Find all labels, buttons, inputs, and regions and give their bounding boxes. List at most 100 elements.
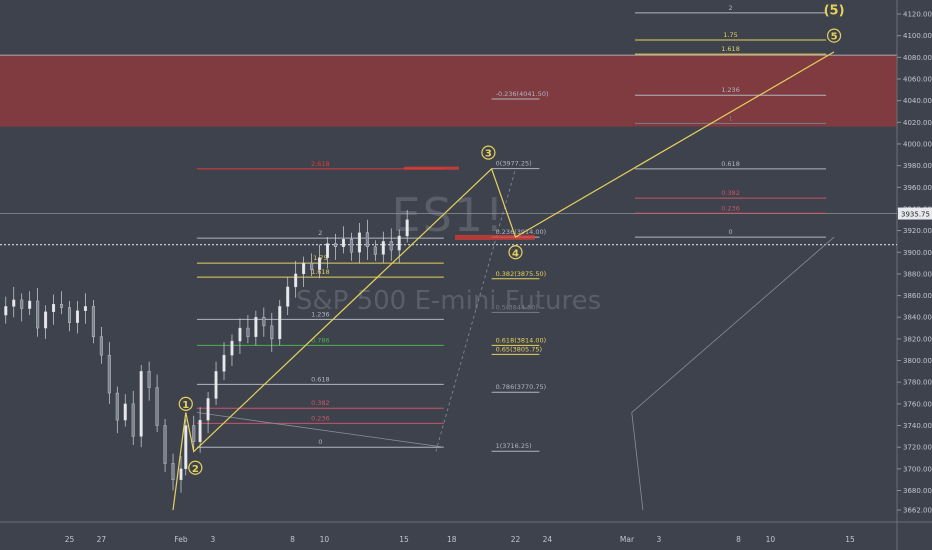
fib-level-label: 0 [728,228,732,236]
candle-body [286,286,290,307]
time-tick-label: 8 [736,535,741,544]
resistance-zone [0,55,897,127]
candle-body [171,463,175,480]
fib-level-label: 1.75 [723,31,737,39]
candle-body [318,257,322,270]
candle-body [278,306,282,340]
price-tick-label: 3860.00 [903,292,932,300]
wave-label: 2 [192,464,199,475]
fib-level-label: 2.618 [311,160,330,168]
time-tick-label: 3 [656,535,661,544]
candle-body [52,304,56,313]
fib-level-label: 0.618 [311,375,330,383]
fib-level-label: 1.618 [311,268,330,276]
fib-level-label: 0.236 [721,204,740,212]
price-tick-label: 4080.00 [903,54,932,62]
time-tick-label: 22 [511,535,521,544]
candle-body [91,306,95,337]
price-tick-label: 3880.00 [903,270,932,278]
candle-body [12,299,16,307]
price-tick-label: 3740.00 [903,422,932,430]
fib-level-label: 0.786(3770.75) [496,383,547,391]
wave-label-circle [188,460,203,475]
fib-level-label: 0.382 [311,399,330,407]
price-tick-label: 3900.00 [903,249,932,257]
price-tick-label: 3920.00 [903,227,932,235]
fib-level-label: 0.786 [311,336,330,344]
price-tick-label: 3800.00 [903,357,932,365]
candle-body [302,262,306,275]
fib-level-label: 0.65(3805.75) [496,345,542,353]
last-price-value: 3935.75 [901,211,930,219]
candle-body [163,425,167,464]
fib-trend-line [631,236,835,511]
candle-body [262,317,266,327]
candle-body [147,371,151,388]
candle-body [179,468,183,480]
fib-level-label: 1.618 [721,45,740,53]
candle-body [44,311,48,329]
fib-level-label: 2 [728,4,732,12]
fib-level-label: 0.618(3814.00) [496,336,547,344]
wave-label-circle [826,28,842,43]
fib-level-label: 0(3977.25) [496,160,532,168]
candle-body [341,239,345,248]
time-tick-label: 15 [845,535,855,544]
candle-body [198,419,202,442]
price-tick-label: 4000.00 [903,140,932,148]
fib-level-label: 0.236 [311,414,330,422]
fib-trend-line [435,168,516,452]
price-tick-label: 3840.00 [903,314,932,322]
price-tick-label: 3780.00 [903,379,932,387]
candle-body [326,243,330,258]
candle-body [238,327,242,342]
candle-body [4,306,8,316]
time-tick-label: 27 [97,535,107,544]
fib-level-label: 1(3716.25) [496,442,532,450]
candle-body [349,239,353,253]
fib-level-label: 0.618 [721,160,740,168]
price-tick-label: 3700.00 [903,465,932,473]
symbol-watermark: ES1! [391,188,506,242]
level-highlight [404,166,459,170]
time-tick-label: 8 [290,535,295,544]
candle-body [131,403,135,437]
candle-body [28,300,32,309]
fib-level-label: 1.236 [721,86,740,94]
wave-label-major: (5) [824,4,845,19]
time-tick-label: 10 [766,535,776,544]
wave-label: 1 [182,400,189,411]
price-tick-label: 3680.00 [903,487,932,495]
candle-body [107,354,111,394]
time-tick-label: 25 [65,535,75,544]
fib-level-label: 1 [728,114,732,122]
level-highlight [454,234,535,240]
candle-body [254,317,258,337]
candle-body [139,371,143,437]
price-tick-label: 4100.00 [903,32,932,40]
fib-level-label: 1.236 [311,310,330,318]
wave-label: 3 [485,149,492,160]
candle-body [389,241,393,251]
fib-level-label: 0.236(3914.00) [496,228,547,236]
price-tick-label: 3980.00 [903,162,932,170]
fib-level-label: 0.382 [721,189,740,197]
candle-body [214,371,218,399]
candle-body [310,262,314,270]
price-tick-label: 3760.00 [903,400,932,408]
fib-level-label: -0.236(4041.50) [496,90,549,98]
fib-level-label: 0 [318,438,322,446]
time-tick-label: 15 [399,535,409,544]
candle-body [334,243,338,248]
candle-body [397,235,401,251]
candle-body [155,387,159,426]
wave-label-circle [481,145,496,160]
fib-trend-line [196,412,444,448]
elliott-wave-path [172,51,835,511]
candle-body [36,300,40,329]
price-tick-label: 3662.00 [903,507,932,515]
time-tick-label: 3 [210,535,215,544]
candle-body [294,273,298,288]
